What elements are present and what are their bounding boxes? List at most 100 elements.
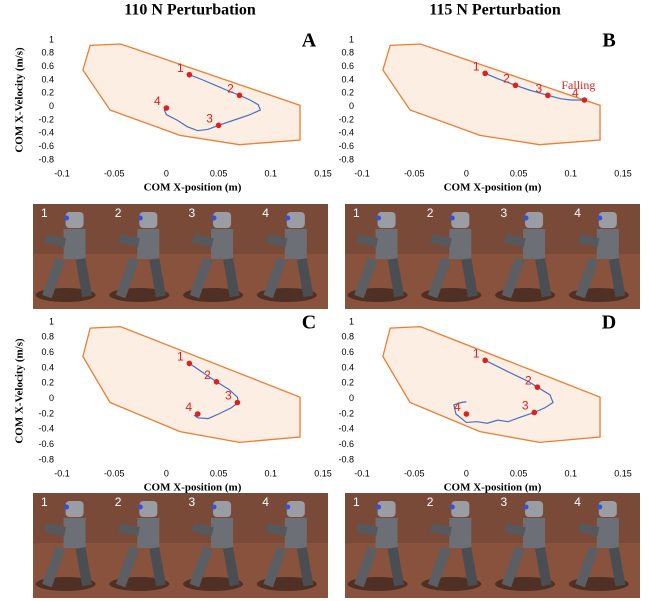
event-point [216,123,222,129]
robot-head [525,212,543,228]
robot-head [525,501,543,517]
frame-label: 2 [427,206,434,220]
x-tick-label: 0.05 [210,468,228,478]
x-tick-label: 0.05 [510,468,528,478]
x-axis-label: COM X-position (m) [444,482,542,494]
event-point [235,400,241,406]
robot-torso [285,229,307,259]
y-tick-label: 1 [349,316,354,326]
x-tick-label: 0 [464,168,469,178]
y-tick-label: -0.4 [38,128,54,138]
y-tick-label: 0.8 [41,332,54,342]
point-label: 2 [204,368,211,382]
y-tick-label: 0.4 [41,74,54,84]
x-tick-label: -0.05 [104,168,125,178]
y-tick-label: -0.6 [338,141,354,151]
event-point [237,93,243,99]
annotation: Falling [561,78,595,92]
robot-eye [285,505,290,510]
event-point [545,93,551,99]
y-tick-label: -0.2 [38,114,54,124]
robot-torso [137,229,159,259]
y-tick-label: 0.8 [341,332,354,342]
figure: 110 N Perturbation 115 N Perturbation 10… [0,0,655,601]
y-tick-label: 1 [49,316,54,326]
robot-torso [376,229,398,259]
point-label: 1 [177,350,184,364]
robot-eye [212,216,217,221]
robot-torso [523,229,545,259]
x-tick-label: 0.15 [314,468,332,478]
feasible-region [383,44,600,145]
y-tick-label: -0.2 [38,408,54,418]
photo-strip: 1234 [33,493,328,598]
y-tick-label: 0.2 [341,88,354,98]
robot-torso [449,229,471,259]
panel-label: B [602,30,615,52]
x-tick-label: 0 [464,468,469,478]
x-axis-label: COM X-position (m) [144,482,242,494]
y-tick-label: 0.8 [41,48,54,58]
y-axis-label: COM X-Velocity (m/s) [14,47,26,153]
x-tick-label: -0.1 [54,168,70,178]
robot-head [66,501,84,517]
robot-torso [211,518,233,548]
y-tick-label: 0.8 [341,48,354,58]
x-tick-label: 0 [164,168,169,178]
robot-head [139,212,157,228]
frame-label: 4 [262,206,269,220]
y-tick-label: 0.6 [41,61,54,71]
robot-head [378,501,396,517]
photo-strip: 1234 [33,204,328,309]
photo-strip: 1234 [345,204,640,309]
y-tick-label: 0.4 [341,74,354,84]
event-point [482,71,488,77]
x-tick-label: -0.05 [104,468,125,478]
robot-eye [138,505,143,510]
y-tick-label: -0.4 [338,128,354,138]
y-tick-label: -0.8 [338,154,354,164]
column-title: 110 N Perturbation [124,2,256,19]
feasible-region [383,327,600,443]
robot-eye [597,216,602,221]
point-label: 2 [227,82,234,96]
y-tick-label: -0.6 [338,439,354,449]
robot-torso [137,518,159,548]
frame-label: 1 [41,206,48,220]
x-tick-label: -0.1 [354,168,370,178]
y-tick-label: 0.6 [341,347,354,357]
robot-eye [285,216,290,221]
robot-torso [376,518,398,548]
y-tick-label: -0.8 [38,454,54,464]
robot-head [451,501,469,517]
robot-head [378,212,396,228]
y-tick-label: -0.4 [38,424,54,434]
x-tick-label: 0.1 [565,168,578,178]
robot-head [139,501,157,517]
x-tick-label: 0.1 [565,468,578,478]
y-tick-label: -0.8 [338,454,354,464]
y-tick-label: -0.4 [338,424,354,434]
point-label: 4 [185,400,192,414]
point-label: 1 [473,60,480,74]
y-tick-label: 0 [49,393,54,403]
point-label: 3 [522,399,529,413]
robot-torso [449,518,471,548]
frame-label: 4 [574,206,581,220]
feasible-region [83,44,300,145]
robot-head [451,212,469,228]
event-point [187,72,193,78]
robot-head [287,212,305,228]
y-tick-label: 1 [349,34,354,44]
frame-label: 3 [501,206,508,220]
robot-torso [523,518,545,548]
frame-label: 3 [189,206,196,220]
robot-head [66,212,84,228]
x-axis-label: COM X-position (m) [444,182,542,194]
event-point [464,411,470,417]
robot-eye [597,505,602,510]
robot-torso [211,229,233,259]
x-tick-label: 0.05 [510,168,528,178]
x-tick-label: -0.1 [354,468,370,478]
